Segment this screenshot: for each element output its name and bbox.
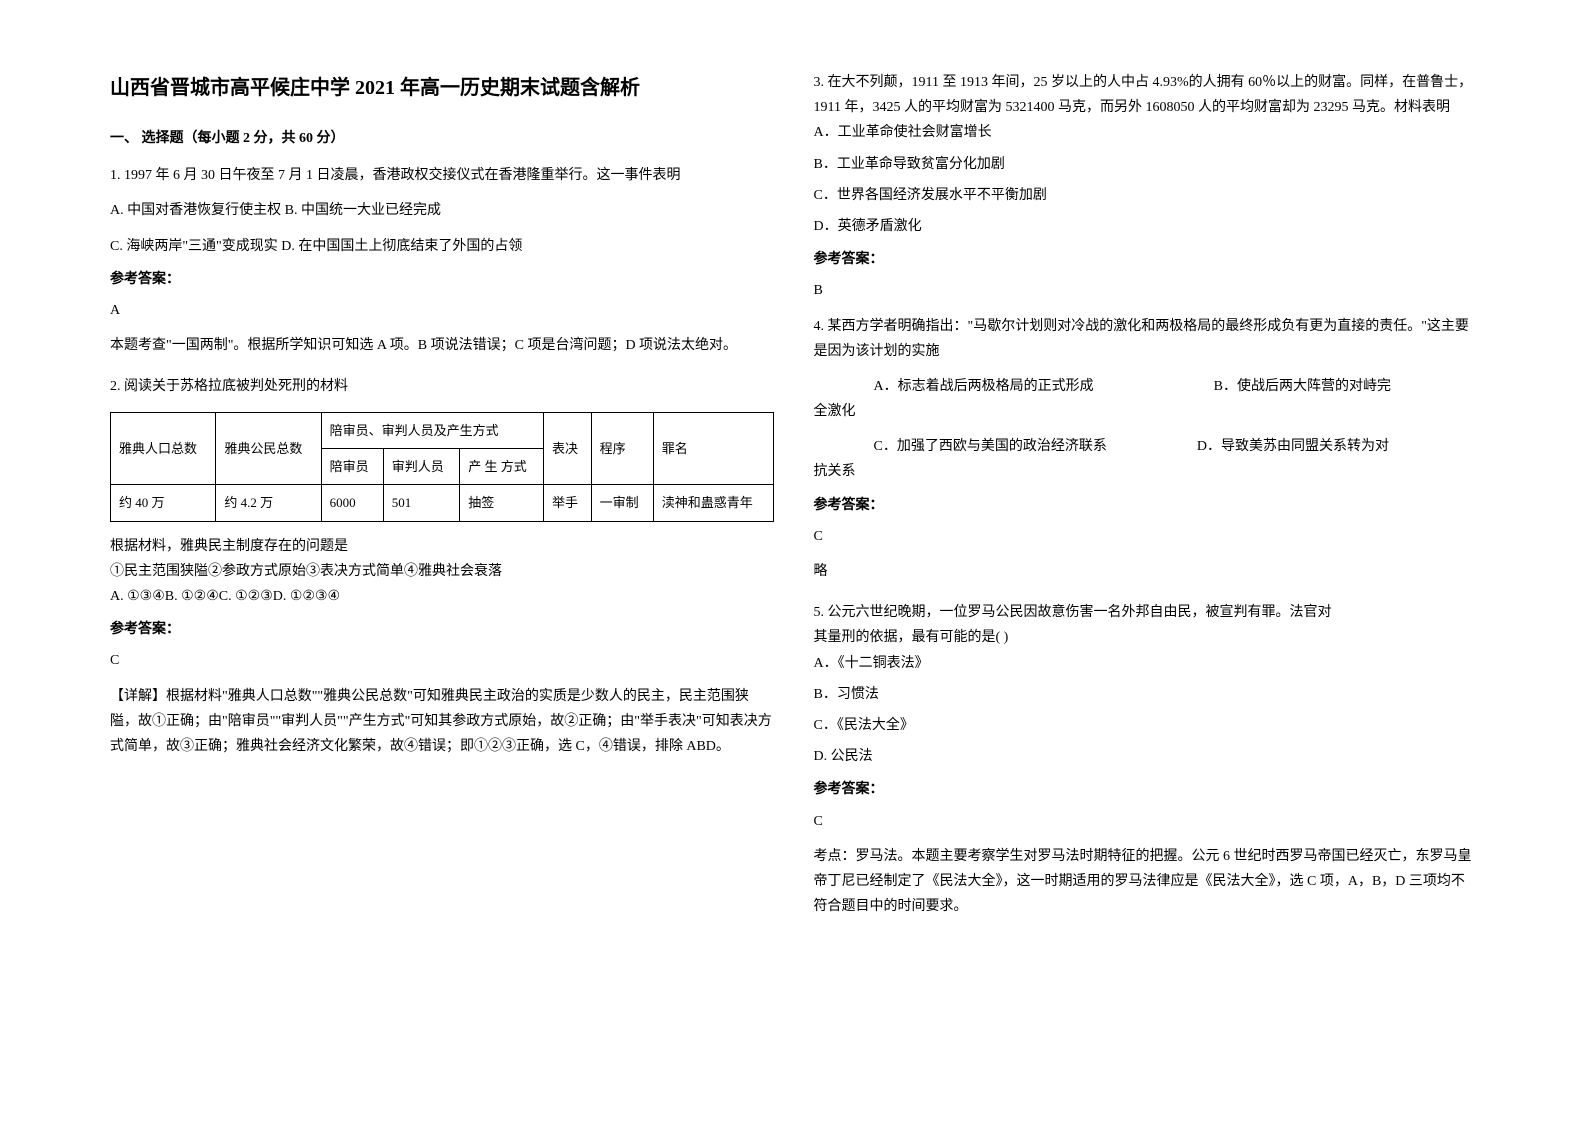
td-2: 6000 (321, 485, 383, 521)
q5-explanation: 考点：罗马法。本题主要考察学生对罗马法时期特征的把握。公元 6 世纪时西罗马帝国… (814, 844, 1478, 920)
th-jury: 陪审员、审判人员及产生方式 (321, 412, 543, 448)
q3-optD: D．英德矛盾激化 (814, 214, 1478, 239)
q4-answer: C (814, 524, 1478, 549)
q4-explanation: 略 (814, 559, 1478, 584)
q2-post2: ①民主范围狭隘②参政方式原始③表决方式简单④雅典社会衰落 (110, 559, 774, 584)
q2-explanation: 【详解】根据材料"雅典人口总数""雅典公民总数"可知雅典民主政治的实质是少数人的… (110, 684, 774, 760)
question-5: 5. 公元六世纪晚期，一位罗马公民因故意伤害一名外邦自由民，被宣判有罪。法官对 … (814, 600, 1478, 919)
question-1: 1. 1997 年 6 月 30 日午夜至 7 月 1 日凌晨，香港政权交接仪式… (110, 163, 774, 358)
td-1: 约 4.2 万 (216, 485, 321, 521)
q3-optB: B．工业革命导致贫富分化加剧 (814, 152, 1478, 177)
q2-answer: C (110, 648, 774, 673)
th-vote: 表决 (543, 412, 591, 485)
table-header-row1: 雅典人口总数 雅典公民总数 陪审员、审判人员及产生方式 表决 程序 罪名 (111, 412, 774, 448)
q2-post1: 根据材料，雅典民主制度存在的问题是 (110, 534, 774, 559)
q1-options-line2: C. 海峡两岸"三通"变成现实 D. 在中国国土上彻底结束了外国的占领 (110, 234, 774, 259)
q4-optC: C．加强了西欧与美国的政治经济联系 (814, 434, 1107, 459)
q4-optA: A．标志着战后两极格局的正式形成 (814, 374, 1094, 399)
q5-optC: C．《民法大全》 (814, 713, 1478, 738)
question-3: 3. 在大不列颠，1911 至 1913 年间，25 岁以上的人中占 4.93%… (814, 70, 1478, 304)
right-column: 3. 在大不列颠，1911 至 1913 年间，25 岁以上的人中占 4.93%… (794, 70, 1498, 1052)
q1-stem: 1. 1997 年 6 月 30 日午夜至 7 月 1 日凌晨，香港政权交接仪式… (110, 163, 774, 188)
q5-answer-label: 参考答案： (814, 777, 1478, 802)
q2-options: A. ①③④B. ①②④C. ①②③D. ①②③④ (110, 584, 774, 609)
section-header: 一、 选择题（每小题 2 分，共 60 分） (110, 126, 774, 151)
td-0: 约 40 万 (111, 485, 216, 521)
question-2: 2. 阅读关于苏格拉底被判处死刑的材料 雅典人口总数 雅典公民总数 陪审员、审判… (110, 374, 774, 759)
q1-answer: A (110, 298, 774, 323)
q5-stem1: 5. 公元六世纪晚期，一位罗马公民因故意伤害一名外邦自由民，被宣判有罪。法官对 (814, 600, 1478, 625)
td-4: 抽签 (460, 485, 544, 521)
question-4: 4. 某西方学者明确指出："马歇尔计划则对冷战的激化和两极格局的最终形成负有更为… (814, 314, 1478, 585)
q3-optA: A．工业革命使社会财富增长 (814, 120, 1478, 145)
document-title: 山西省晋城市高平候庄中学 2021 年高一历史期末试题含解析 (110, 70, 774, 106)
q4-optD: D．导致美苏由同盟关系转为对 (1197, 434, 1389, 459)
q4-optB: B．使战后两大阵营的对峙完 (1214, 374, 1391, 399)
q2-stem: 2. 阅读关于苏格拉底被判处死刑的材料 (110, 374, 774, 399)
q3-answer: B (814, 278, 1478, 303)
td-7: 渎神和蛊惑青年 (653, 485, 773, 521)
q5-optB: B．习惯法 (814, 682, 1478, 707)
th-charge: 罪名 (653, 412, 773, 485)
q1-options-line1: A. 中国对香港恢复行使主权 B. 中国统一大业已经完成 (110, 198, 774, 223)
th-method: 产 生 方式 (460, 448, 544, 484)
q4-stem: 4. 某西方学者明确指出："马歇尔计划则对冷战的激化和两极格局的最终形成负有更为… (814, 314, 1478, 364)
left-column: 山西省晋城市高平候庄中学 2021 年高一历史期末试题含解析 一、 选择题（每小… (90, 70, 794, 1052)
q2-table: 雅典人口总数 雅典公民总数 陪审员、审判人员及产生方式 表决 程序 罪名 陪审员… (110, 412, 774, 522)
table-data-row: 约 40 万 约 4.2 万 6000 501 抽签 举手 一审制 渎神和蛊惑青… (111, 485, 774, 521)
q5-optA: A．《十二铜表法》 (814, 651, 1478, 676)
th-juror: 陪审员 (321, 448, 383, 484)
td-5: 举手 (543, 485, 591, 521)
q4-answer-label: 参考答案： (814, 493, 1478, 518)
th-procedure: 程序 (591, 412, 653, 485)
th-judge: 审判人员 (383, 448, 460, 484)
th-citizens: 雅典公民总数 (216, 412, 321, 485)
q4-line1-cont: 全激化 (814, 399, 1478, 424)
td-6: 一审制 (591, 485, 653, 521)
q3-optC: C．世界各国经济发展水平不平衡加剧 (814, 183, 1478, 208)
q4-line2-cont: 抗关系 (814, 459, 1478, 484)
q3-stem: 3. 在大不列颠，1911 至 1913 年间，25 岁以上的人中占 4.93%… (814, 70, 1478, 120)
q1-explanation: 本题考查"一国两制"。根据所学知识可知选 A 项。B 项说法错误；C 项是台湾问… (110, 333, 774, 358)
q3-answer-label: 参考答案： (814, 247, 1478, 272)
td-3: 501 (383, 485, 460, 521)
q1-answer-label: 参考答案： (110, 267, 774, 292)
q5-stem2: 其量刑的依据，最有可能的是( ) (814, 625, 1478, 650)
q2-answer-label: 参考答案： (110, 617, 774, 642)
th-population: 雅典人口总数 (111, 412, 216, 485)
q5-answer: C (814, 809, 1478, 834)
q5-optD: D. 公民法 (814, 744, 1478, 769)
